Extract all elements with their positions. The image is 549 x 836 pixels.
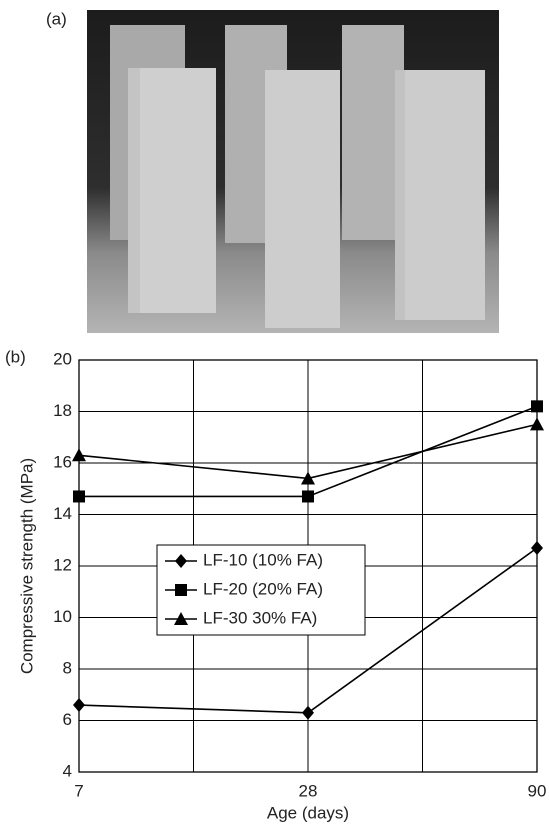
marker — [301, 471, 315, 485]
x-tick-label: 28 — [299, 781, 318, 800]
marker — [175, 584, 187, 596]
plot-frame — [78, 359, 538, 773]
marker — [72, 448, 86, 462]
marker — [302, 490, 314, 503]
marker — [531, 540, 543, 555]
x-tick-label: 7 — [74, 781, 83, 800]
marker — [531, 400, 543, 413]
y-axis-label: Compressive strength (MPa) — [17, 458, 36, 674]
y-tick-label: 6 — [63, 710, 72, 729]
y-tick-label: 18 — [53, 401, 72, 420]
panel-label: (a) — [46, 9, 67, 28]
y-tick-label: 4 — [63, 761, 72, 780]
marker — [73, 490, 85, 503]
x-tick-label: 90 — [528, 781, 547, 800]
y-tick-label: 12 — [53, 555, 72, 574]
y-tick-label: 8 — [63, 658, 72, 677]
y-tick-label: 10 — [53, 607, 72, 626]
legend-label: LF-20 (20% FA) — [203, 579, 323, 598]
marker — [73, 698, 85, 713]
marker — [530, 417, 544, 431]
y-tick-label: 20 — [53, 349, 72, 368]
y-tick-label: 14 — [53, 504, 72, 523]
y-tick-label: 16 — [53, 452, 72, 471]
legend-label: LF-10 (10% FA) — [203, 550, 323, 569]
x-axis-label: Age (days) — [267, 803, 349, 822]
legend-label: LF-30 30% FA) — [203, 608, 317, 627]
marker — [174, 612, 188, 625]
photo — [87, 10, 499, 333]
panel-label: (b) — [5, 347, 26, 366]
marker — [302, 705, 314, 720]
marker — [175, 554, 187, 568]
